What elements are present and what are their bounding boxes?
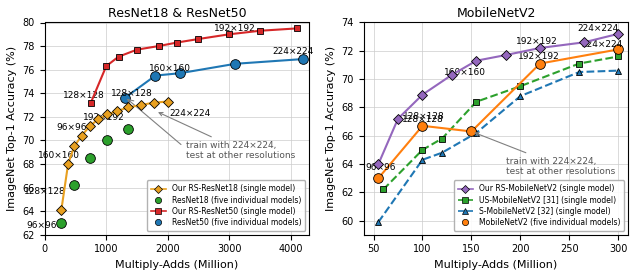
Text: 128×128: 128×128 [402,115,444,124]
MobileNetV2 (five individual models) [419,124,426,127]
Text: 224×224: 224×224 [272,47,314,56]
Text: 96×96: 96×96 [26,221,57,230]
ResNet50 (five individual models) [176,71,184,75]
Text: train with 224×224,
test at other resolutions: train with 224×224, test at other resolu… [476,133,615,176]
Y-axis label: ImageNet Top-1 Accuracy (%): ImageNet Top-1 Accuracy (%) [326,46,336,211]
MobileNetV2 (five individual models) [614,48,622,51]
Our RS-ResNet50 (single model) [133,48,141,51]
Text: 224×224: 224×224 [581,40,623,48]
Our RS-ResNet18 (single model) [137,103,145,107]
ResNet18 (five individual models) [56,221,67,225]
Text: 96×96: 96×96 [365,163,396,172]
ResNet18 (five individual models) [84,156,95,160]
Our RS-ResNet18 (single model) [113,109,121,113]
Our RS-MobileNetV2 (single model) [472,59,480,62]
MobileNetV2 (five individual models) [374,176,382,180]
Our RS-ResNet50 (single model) [225,33,233,36]
Our RS-ResNet18 (single model) [150,101,157,104]
Our RS-ResNet18 (single model) [58,208,65,212]
Y-axis label: ImageNet Top-1 Accuracy (%): ImageNet Top-1 Accuracy (%) [7,46,17,211]
Our RS-MobileNetV2 (single model) [448,73,456,76]
Our RS-ResNet50 (single model) [87,101,95,104]
Text: 128×128: 128×128 [24,186,66,196]
S-MobileNetV2 [32] (single model) [516,94,524,98]
Line: MobileNetV2 (five individual models): MobileNetV2 (five individual models) [374,45,623,183]
Title: ResNet18 & ResNet50: ResNet18 & ResNet50 [108,7,246,20]
Text: 128×128: 128×128 [111,89,153,98]
US-MobileNetV2 [31] (single model) [380,188,387,191]
Line: US-MobileNetV2 [31] (single model): US-MobileNetV2 [31] (single model) [380,53,622,193]
X-axis label: Multiply-Adds (Million): Multiply-Adds (Million) [435,260,557,270]
ResNet50 (five individual models) [300,57,307,61]
Our RS-MobileNetV2 (single model) [419,93,426,96]
Our RS-ResNet18 (single model) [86,125,93,128]
Our RS-MobileNetV2 (single model) [394,117,402,120]
Our RS-ResNet50 (single model) [293,27,301,30]
US-MobileNetV2 [31] (single model) [472,100,480,103]
Legend: Our RS-MobileNetV2 (single model), US-MobileNetV2 [31] (single model), S-MobileN: Our RS-MobileNetV2 (single model), US-Mo… [454,180,625,231]
Our RS-ResNet18 (single model) [78,134,86,137]
Our RS-ResNet18 (single model) [70,145,78,148]
Our RS-ResNet50 (single model) [115,55,122,58]
S-MobileNetV2 [32] (single model) [438,151,446,154]
Text: 160×160: 160×160 [38,151,81,160]
Text: 192×192: 192×192 [214,24,255,33]
Text: 96×96: 96×96 [57,123,87,132]
Text: 192×192: 192×192 [516,37,557,46]
US-MobileNetV2 [31] (single model) [575,62,583,65]
Our RS-ResNet18 (single model) [104,113,111,116]
MobileNetV2 (five individual models) [536,62,544,65]
Our RS-ResNet50 (single model) [102,65,110,68]
Our RS-ResNet50 (single model) [173,41,180,44]
Text: 128×128: 128×128 [403,112,445,121]
S-MobileNetV2 [32] (single model) [374,220,382,224]
Legend: Our RS-ResNet18 (single model), ResNet18 (five individual models), Our RS-ResNet: Our RS-ResNet18 (single model), ResNet18… [147,180,305,231]
Text: train with 224×224,
test at other resolutions: train with 224×224, test at other resolu… [159,112,296,160]
Text: 224×224: 224×224 [577,24,618,33]
ResNet18 (five individual models) [124,126,134,131]
S-MobileNetV2 [32] (single model) [575,70,583,74]
Our RS-MobileNetV2 (single model) [502,53,509,57]
Our RS-ResNet50 (single model) [155,44,163,48]
Line: S-MobileNetV2 [32] (single model): S-MobileNetV2 [32] (single model) [375,67,622,225]
Our RS-ResNet18 (single model) [64,162,72,166]
Text: 160×160: 160×160 [149,64,191,73]
Line: Our RS-ResNet50 (single model): Our RS-ResNet50 (single model) [88,25,300,106]
Text: 128×128: 128×128 [63,91,105,100]
Our RS-MobileNetV2 (single model) [580,41,588,44]
Our RS-MobileNetV2 (single model) [536,46,544,50]
US-MobileNetV2 [31] (single model) [438,137,446,140]
Line: Our RS-ResNet18 (single model): Our RS-ResNet18 (single model) [58,98,172,214]
Our RS-ResNet18 (single model) [164,100,172,103]
Our RS-ResNet18 (single model) [125,106,132,109]
US-MobileNetV2 [31] (single model) [419,148,426,152]
Line: Our RS-MobileNetV2 (single model): Our RS-MobileNetV2 (single model) [375,30,622,168]
Our RS-MobileNetV2 (single model) [614,32,622,35]
Our RS-ResNet50 (single model) [256,29,264,32]
Text: 192×192: 192×192 [83,113,125,122]
ResNet18 (five individual models) [102,138,113,143]
S-MobileNetV2 [32] (single model) [614,69,622,72]
US-MobileNetV2 [31] (single model) [516,84,524,88]
Our RS-ResNet18 (single model) [94,117,102,121]
US-MobileNetV2 [31] (single model) [614,55,622,58]
Text: 160×160: 160×160 [444,68,486,77]
S-MobileNetV2 [32] (single model) [419,158,426,161]
S-MobileNetV2 [32] (single model) [472,131,480,135]
ResNet18 (five individual models) [69,183,79,188]
Our RS-ResNet50 (single model) [195,37,202,41]
X-axis label: Multiply-Adds (Million): Multiply-Adds (Million) [115,260,239,270]
Title: MobileNetV2: MobileNetV2 [456,7,536,20]
ResNet50 (five individual models) [121,96,129,100]
Our RS-MobileNetV2 (single model) [374,162,382,166]
ResNet50 (five individual models) [152,74,159,77]
Text: 224×224: 224×224 [169,109,210,118]
Text: 192×192: 192×192 [518,52,559,61]
ResNet50 (five individual models) [232,62,239,65]
MobileNetV2 (five individual models) [468,130,476,133]
Line: ResNet50 (five individual models): ResNet50 (five individual models) [120,54,308,103]
